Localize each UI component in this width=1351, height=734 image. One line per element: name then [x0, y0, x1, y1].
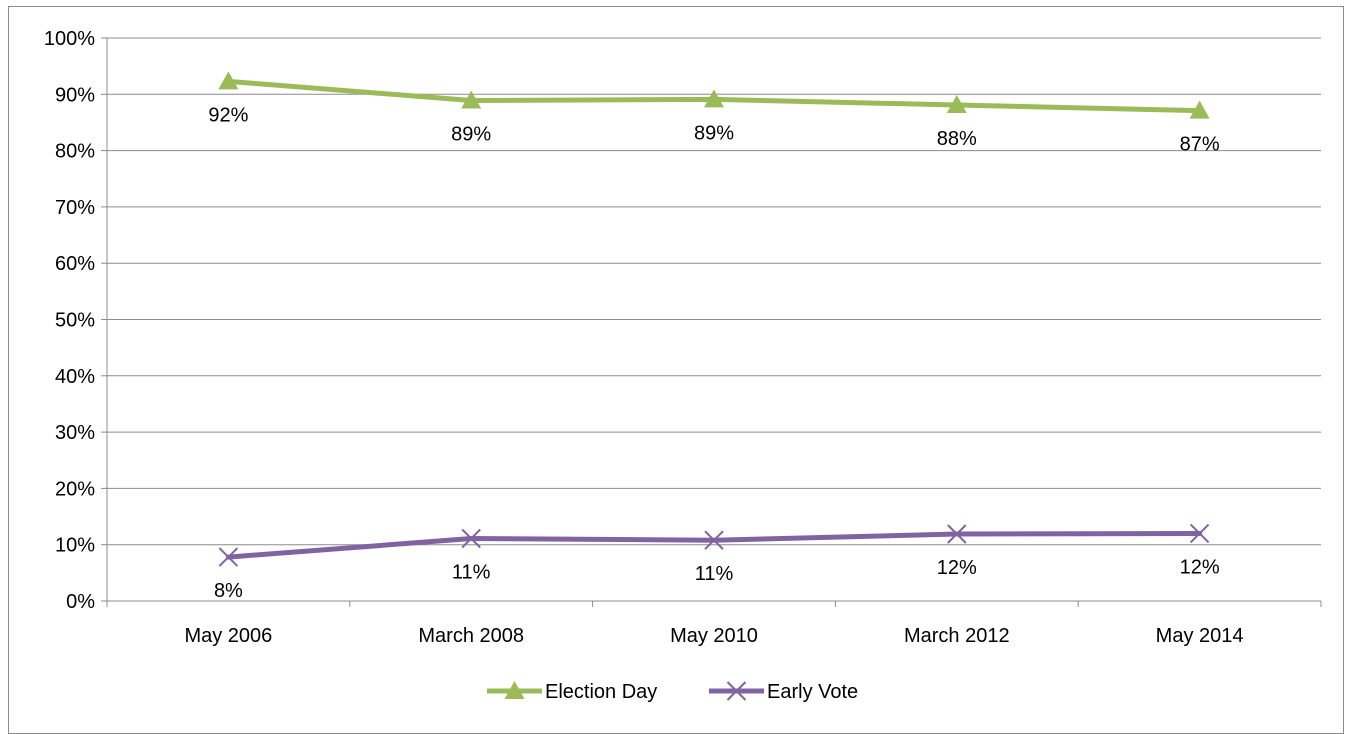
- data-point-early-vote: [461, 528, 481, 549]
- legend-label-election-day: Election Day: [545, 681, 657, 703]
- data-point-early-vote: [1189, 523, 1210, 544]
- y-tick-label: 70%: [55, 197, 95, 219]
- y-tick-label: 50%: [55, 310, 95, 332]
- data-label-election-day: 89%: [451, 123, 491, 145]
- data-point-election-day: [218, 71, 239, 90]
- data-label-early-vote: 11%: [452, 562, 491, 584]
- y-tick-label: 40%: [55, 366, 95, 388]
- series-line-early-vote: [225, 530, 1203, 560]
- legend-item-early-vote: Early Vote: [709, 681, 858, 703]
- data-label-early-vote: 11%: [695, 563, 734, 585]
- y-tick-label: 90%: [55, 84, 95, 106]
- y-tick-labels: 0% 10% 20% 30% 40% 50% 60% 70% 80% 90% 100%: [44, 28, 95, 613]
- series-lines: [218, 71, 1210, 567]
- data-point-early-vote: [218, 547, 239, 567]
- data-point-election-day: [704, 89, 724, 108]
- y-tick-label: 20%: [55, 478, 95, 500]
- legend-label-early-vote: Early Vote: [767, 681, 858, 703]
- data-label-early-vote: 8%: [214, 580, 243, 602]
- legend-item-election-day: Election Day: [487, 681, 657, 703]
- x-tick-labels: May 2006 March 2008 May 2010 March 2012 May …: [184, 625, 1243, 647]
- data-label-election-day: 89%: [694, 122, 734, 144]
- legend-marker-election-day: [504, 681, 525, 699]
- data-label-election-day: 92%: [208, 104, 248, 126]
- data-point-election-day: [1189, 100, 1210, 119]
- data-point-early-vote: [947, 524, 967, 544]
- x-tick-label: March 2012: [904, 625, 1010, 647]
- y-tick-label: 0%: [66, 591, 95, 613]
- legend-marker-early-vote: [726, 681, 747, 701]
- axes: [101, 37, 1322, 607]
- x-tick-label: May 2006: [184, 625, 272, 647]
- legend: Election Day Early Vote: [487, 681, 858, 703]
- data-point-early-vote: [704, 530, 724, 550]
- data-label-early-vote: 12%: [1180, 556, 1220, 578]
- data-label-early-vote: 12%: [937, 557, 977, 579]
- y-tick-label: 100%: [44, 28, 95, 50]
- x-tick-label: March 2008: [418, 625, 524, 647]
- x-tick-label: May 2010: [670, 625, 758, 647]
- data-label-election-day: 87%: [1180, 134, 1220, 156]
- y-tick-label: 60%: [55, 253, 95, 275]
- data-label-election-day: 88%: [937, 128, 977, 150]
- x-tick-label: May 2014: [1156, 625, 1244, 647]
- y-tick-label: 80%: [55, 141, 95, 163]
- chart-frame: [8, 6, 1344, 734]
- y-tick-label: 10%: [55, 535, 95, 557]
- data-labels: 92% 89% 89% 88% 87% 8% 11% 11% 12% 12%: [208, 104, 1219, 602]
- data-point-election-day: [946, 94, 967, 113]
- gridlines: [107, 37, 1321, 546]
- data-point-election-day: [461, 90, 482, 109]
- y-tick-label: 30%: [55, 422, 95, 444]
